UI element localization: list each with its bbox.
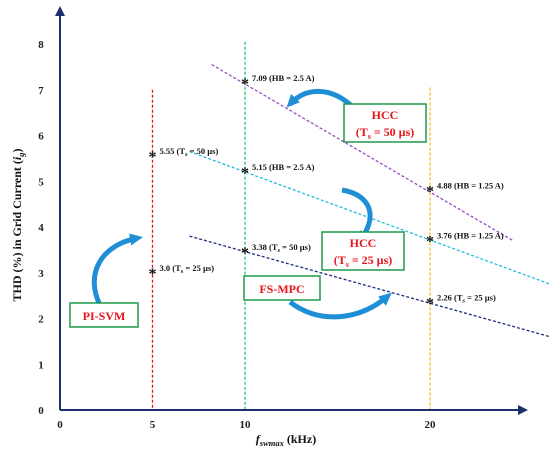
data-point-star: *: [241, 165, 249, 182]
data-point-label: 3.76 (HB = 1.25 A): [437, 231, 504, 241]
trend-line: [189, 235, 550, 338]
arrow-hcc-50: [286, 89, 356, 110]
y-tick-label: 5: [38, 176, 44, 188]
y-tick-label: 6: [38, 131, 44, 143]
data-point-star: *: [149, 149, 157, 166]
box-hcc-25-line2: (Ts = 25 µs): [334, 253, 393, 269]
box-hcc-50-line2: (Ts = 50 µs): [356, 125, 415, 141]
box-fs-mpc-label: FS-MPC: [259, 282, 304, 296]
y-tick-label: 0: [38, 405, 44, 417]
data-point-star: *: [426, 234, 434, 251]
box-hcc-25: HCC (Ts = 25 µs): [321, 231, 405, 271]
data-point-label: 5.55 (Ts = 50 µs): [160, 146, 219, 158]
data-point-label: 4.88 (HB = 1.25 A): [437, 180, 504, 190]
data-point-label: 3.0 (Ts = 25 µs): [160, 263, 215, 275]
box-hcc-50: HCC (Ts = 50 µs): [343, 103, 427, 143]
data-point-label: 7.09 (HB = 2.5 A): [252, 73, 315, 83]
x-tick-label: 20: [425, 419, 437, 431]
x-axis-title: fswmax (kHz): [256, 432, 316, 448]
box-fs-mpc: FS-MPC: [243, 275, 321, 301]
y-tick-label: 4: [38, 222, 44, 234]
data-point-label: 3.38 (Ts = 50 µs): [252, 242, 311, 254]
data-point-star: *: [241, 76, 249, 93]
y-tick-label: 8: [38, 39, 44, 51]
axes: [55, 6, 528, 415]
y-tick-label: 3: [38, 268, 44, 280]
x-tick-label: 0: [57, 419, 63, 431]
trend-line: [211, 64, 514, 242]
data-point-star: *: [149, 266, 157, 283]
data-points: * 5.55 (Ts = 50 µs)* 3.0 (Ts = 25 µs)* 7.09…: [149, 73, 504, 313]
box-hcc-25-line1: HCC: [350, 236, 377, 250]
data-point-label: 5.15 (HB = 2.5 A): [252, 162, 315, 172]
y-tick-label: 2: [38, 314, 44, 326]
y-tick-label: 1: [38, 359, 44, 371]
box-hcc-50-line1: HCC: [372, 108, 399, 122]
box-pi-svm-label: PI-SVM: [83, 309, 126, 323]
vertical-reference-lines: [151, 41, 431, 410]
x-tick-label: 5: [150, 419, 156, 431]
data-point-star: *: [241, 245, 249, 262]
y-axis-title: THD (%) in Grid Current (ig): [10, 148, 26, 301]
box-pi-svm: PI-SVM: [69, 302, 139, 328]
x-tick-labels: 0 5 10 20: [57, 419, 436, 431]
y-tick-labels: 0 1 2 3 4 5 6 7 8: [38, 39, 44, 417]
data-point-label: 2.26 (Ts = 25 µs): [437, 292, 496, 304]
data-point-star: *: [426, 295, 434, 312]
arrow-fs-mpc: [288, 292, 392, 320]
arrow-pi-svm: [91, 233, 143, 307]
data-point-star: *: [426, 183, 434, 200]
y-tick-label: 7: [38, 85, 44, 97]
x-tick-label: 10: [240, 419, 252, 431]
